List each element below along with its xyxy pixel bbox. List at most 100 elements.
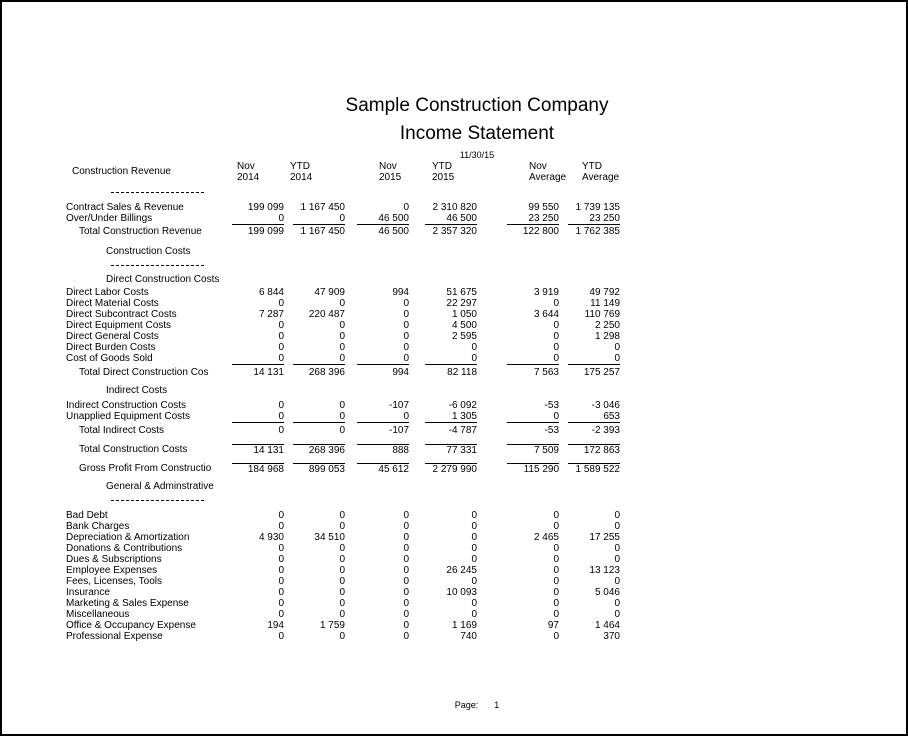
cell-value: 0	[278, 576, 284, 587]
cell-value: 0	[553, 543, 559, 554]
cell-value: 14 131	[253, 367, 284, 378]
row-label: Direct Burden Costs	[66, 342, 156, 353]
dashed-divider	[111, 265, 204, 266]
cell-value: 0	[403, 631, 409, 642]
table-row: Bad Debt 0 0 0 0 0 0	[66, 510, 620, 521]
cell-value: 2 465	[533, 532, 559, 543]
table-row: Marketing & Sales Expense 0 0 0 0 0 0	[66, 598, 620, 609]
row-label: Dues & Subscriptions	[66, 554, 162, 565]
cell-value: 1 739 135	[575, 202, 621, 213]
cell-value: 653	[559, 411, 620, 423]
cell-value: 23 250	[559, 213, 620, 225]
cell-value: 7 509	[477, 444, 559, 456]
cell-value: 199 099	[247, 202, 284, 213]
cell-value: 1 762 385	[575, 226, 621, 237]
page-label: Page:	[454, 700, 479, 710]
cell-value: 0	[614, 521, 620, 532]
cell-value: 0	[279, 353, 345, 365]
table-row: Donations & Contributions 0 0 0 0 0 0	[66, 543, 620, 554]
column-header: YTD Average	[582, 161, 620, 183]
cell-value: 1 050	[451, 309, 477, 320]
cell-value: 0	[339, 510, 345, 521]
table-row: Total Construction Revenue 199 099 1 167 4…	[66, 226, 620, 237]
cell-value: 2 279 990	[409, 463, 477, 475]
table-row: Gross Profit From Constructio 184 968 899 …	[66, 463, 620, 475]
page-footer: Page: 1	[67, 700, 887, 711]
cell-value: 0	[278, 342, 284, 353]
cell-value: 0	[553, 320, 559, 331]
table-row: Direct Subcontract Costs 7 287 220 487 0 1 0…	[66, 309, 620, 320]
table-row: Indirect Construction Costs 0 0 -107 -6 092 -…	[66, 400, 620, 411]
cell-value: 0	[471, 554, 477, 565]
table-row: Insurance 0 0 0 10 093 0 5 046	[66, 587, 620, 598]
report-company-name: Sample Construction Company	[345, 95, 609, 116]
report-title-block: Sample Construction Company Income State…	[67, 92, 887, 160]
cell-value: 0	[403, 320, 409, 331]
column-header: Nov 2015	[379, 161, 402, 183]
cell-value: 11 149	[590, 298, 620, 309]
cell-value: 0	[278, 631, 284, 642]
cell-value: 0	[403, 587, 409, 598]
section-heading: General & Adminstrative	[106, 481, 214, 492]
cell-value: 5 046	[594, 587, 620, 598]
cell-value: 370	[603, 631, 620, 642]
row-label: Insurance	[66, 587, 110, 598]
cell-value: 0	[403, 576, 409, 587]
cell-value: 0	[339, 543, 345, 554]
cell-value: 0	[553, 576, 559, 587]
cell-value: 14 131	[232, 444, 284, 456]
cell-value: 184 968	[232, 463, 284, 475]
row-label: Direct Equipment Costs	[66, 320, 172, 331]
cell-value: 0	[403, 202, 409, 213]
cell-value: 0	[279, 411, 345, 423]
report-title: Income Statement	[399, 123, 555, 144]
cell-value: 0	[278, 510, 284, 521]
cell-value: 0	[403, 609, 409, 620]
cell-value: 0	[339, 331, 345, 342]
row-label: Over/Under Billings	[66, 213, 153, 224]
section-heading: Indirect Costs	[106, 385, 168, 396]
cell-value: 0	[232, 353, 284, 365]
cell-value: 82 118	[447, 367, 477, 378]
table-row: Professional Expense 0 0 0 740 0 370	[66, 631, 620, 642]
table-header-row: Construction Revenue Nov 2014 YTD 2014 Nov 20…	[66, 161, 620, 183]
table-row: Over/Under Billings 0 0 46 500 46 500 23 250 2…	[66, 213, 620, 225]
table-body: Contract Sales & Revenue 199 099 1 167 450…	[66, 202, 620, 642]
table-row: Total Indirect Costs 0 0 -107 -4 787 -53 -2 39…	[66, 425, 620, 436]
row-label: Cost of Goods Sold	[66, 353, 153, 364]
row-label: Unapplied Equipment Costs	[66, 411, 190, 422]
row-label: Direct Material Costs	[66, 298, 159, 309]
cell-value: 0	[471, 609, 477, 620]
cell-value: 0	[553, 631, 559, 642]
table-row: Total Construction Costs 14 131 268 396 888…	[66, 444, 620, 456]
cell-value: 172 863	[559, 444, 620, 456]
cell-value: -53	[544, 400, 559, 411]
cell-value: 0	[403, 331, 409, 342]
cell-value: 3 919	[533, 287, 559, 298]
cell-value: 0	[477, 411, 559, 423]
cell-value: 0	[345, 411, 409, 423]
cell-value: 0	[339, 631, 345, 642]
cell-value: 0	[278, 400, 284, 411]
row-label: Direct General Costs	[66, 331, 159, 342]
cell-value: 268 396	[279, 444, 345, 456]
cell-value: 0	[403, 521, 409, 532]
row-label: Total Construction Costs	[79, 444, 188, 455]
row-label: Fees, Licenses, Tools	[66, 576, 162, 587]
row-label: Contract Sales & Revenue	[66, 202, 184, 213]
row-label: Professional Expense	[66, 631, 163, 642]
cell-value: 0	[614, 510, 620, 521]
cell-value: -107	[388, 425, 409, 436]
table-row: Cost of Goods Sold 0 0 0 0 0 0	[66, 353, 620, 365]
table-row: Contract Sales & Revenue 199 099 1 167 450…	[66, 202, 620, 213]
cell-value: 0	[232, 213, 284, 225]
row-label: Office & Occupancy Expense	[66, 620, 196, 631]
cell-value: 0	[403, 543, 409, 554]
dashed-divider	[111, 192, 204, 193]
table-row: Depreciation & Amortization 4 930 34 510 0 0…	[66, 532, 620, 543]
cell-value: 2 357 320	[432, 226, 478, 237]
cell-value: 0	[471, 543, 477, 554]
cell-value: 6 844	[258, 287, 284, 298]
cell-value: 0	[403, 342, 409, 353]
table-row: Direct Material Costs 0 0 0 22 297 0 11 149	[66, 298, 620, 309]
